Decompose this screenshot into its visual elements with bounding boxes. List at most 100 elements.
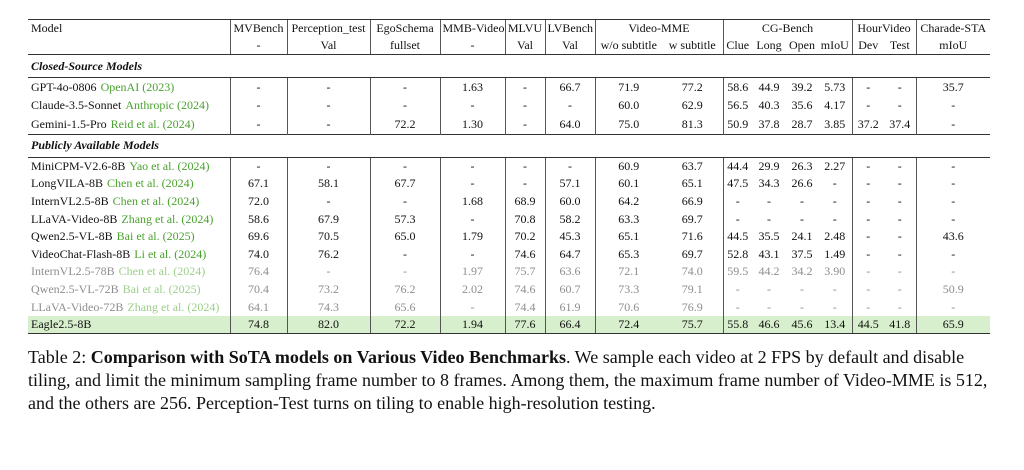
value-cell: - <box>229 77 287 97</box>
value-cell: 43.1 <box>758 246 780 261</box>
value-cell: 47.5 <box>722 175 752 193</box>
model-cell: Eagle2.5-8B <box>28 315 230 335</box>
citation[interactable]: Bai et al. (2025) <box>122 281 201 296</box>
value-cell: 40.3 <box>758 98 780 113</box>
value-cell: - <box>915 263 991 281</box>
model-name: LongVILA-8B <box>31 176 103 191</box>
value-cell: 58.2 <box>544 210 595 228</box>
value-cell: 70.8 <box>504 210 545 228</box>
value-cell: 44.5 <box>851 315 885 335</box>
value-cell: - <box>851 77 885 97</box>
citation[interactable]: Chen et al. (2024) <box>107 176 194 191</box>
value-cell: 60.9 <box>594 157 662 176</box>
value-cell: 76.2 <box>369 280 440 299</box>
value-cell: 64.7 <box>544 245 595 264</box>
value-cell: - <box>504 157 545 176</box>
subheader-cell: - <box>229 37 287 55</box>
value-cell: - <box>439 157 505 176</box>
value-cell: 57.3 <box>369 210 440 228</box>
group-header: EgoSchema <box>369 19 440 37</box>
value-cell: 74.4 <box>504 298 545 316</box>
value-cell: - <box>851 192 885 211</box>
model-name: MiniCPM-V2.6-8B <box>31 158 126 173</box>
value-cell: 76.9 <box>681 299 703 314</box>
model-row: GPT-4o-0806 OpenAI (2023) - - -1.63-66.7 71.9… <box>28 77 991 97</box>
value-cell: - <box>915 192 991 211</box>
model-row: LongVILA-8B Chen et al. (2024) 67.1 58.1 67.… <box>28 175 991 193</box>
model-name: LLaVA-Video-72B <box>31 299 124 314</box>
model-name: InternVL2.5-78B <box>31 264 115 279</box>
citation[interactable]: Zhang et al. (2024) <box>127 299 220 314</box>
citation[interactable]: Zhang et al. (2024) <box>121 211 214 226</box>
caption: Table 2: Comparison with SoTA models on … <box>28 346 998 415</box>
value-cell: - <box>504 96 545 115</box>
caption-title: Comparison with SoTA models on Various V… <box>90 347 566 367</box>
value-cell: 66.7 <box>544 77 595 97</box>
value-cell: - <box>897 193 902 208</box>
value-cell: - <box>800 211 804 226</box>
value-cell: 70.4 <box>229 280 287 299</box>
value-cell: 74.0 <box>229 245 287 264</box>
value-cell: 57.1 <box>544 175 595 193</box>
citation[interactable]: Anthropic (2024) <box>125 98 209 113</box>
value-cell: - <box>722 192 752 211</box>
section-row: Closed-Source Models <box>28 54 991 78</box>
value-cell: 64.2 <box>594 192 662 211</box>
value-cell: 77.2 <box>681 79 703 94</box>
value-cell: 79.1 <box>681 281 703 296</box>
value-cell: - <box>915 298 991 316</box>
value-cell: 81.3 <box>681 116 703 131</box>
value-cell: - <box>286 96 370 115</box>
value-cell: 35.7 <box>915 77 991 97</box>
value-cell: - <box>544 96 595 115</box>
value-cell: - <box>439 175 505 193</box>
value-cell: - <box>897 299 902 314</box>
value-cell: 61.9 <box>544 298 595 316</box>
citation[interactable]: OpenAI (2023) <box>100 79 175 94</box>
subheader-cell: mIoU <box>915 37 991 55</box>
value-cell: - <box>767 211 771 226</box>
value-cell: - <box>544 157 595 176</box>
citation[interactable]: Chen et al. (2024) <box>112 193 200 208</box>
value-cell: 1.97 <box>439 263 505 281</box>
value-cell: 41.8 <box>884 315 917 335</box>
value-cell: - <box>767 193 771 208</box>
value-cell: - <box>851 227 885 246</box>
value-cell: 72.0 <box>229 192 287 211</box>
citation[interactable]: Bai et al. (2025) <box>116 229 195 244</box>
value-cell: - <box>897 229 902 244</box>
value-cell: 1.30 <box>439 115 505 134</box>
model-cell: Qwen2.5-VL-8B Bai et al. (2025) <box>28 228 230 246</box>
value-cell: 71.9 <box>594 77 662 97</box>
value-cell: 67.9 <box>286 210 370 228</box>
model-row: Qwen2.5-VL-8B Bai et al. (2025) 69.6 70.5 65… <box>28 227 991 246</box>
subheader-cell: Test <box>884 37 917 55</box>
value-cell: - <box>439 298 505 316</box>
value-cell: 37.8 <box>758 116 780 131</box>
citation[interactable]: Li et al. (2024) <box>134 246 207 261</box>
citation[interactable]: Chen et al. (2024) <box>118 264 206 279</box>
value-cell: 74.6 <box>504 245 545 264</box>
caption-text: . We sample each video at 2 FPS by defau… <box>28 347 988 413</box>
value-cell: - <box>504 77 545 97</box>
subheader-cell: Long <box>752 37 786 55</box>
section-row: Publicly Available Models <box>28 133 991 158</box>
value-cell: 56.5 <box>722 96 752 115</box>
model-name: Eagle2.5-8B <box>31 317 92 332</box>
group-header: MVBench <box>229 19 287 37</box>
value-cell: 4.17 <box>824 98 846 113</box>
model-row: LLaVA-Video-8B Zhang et al. (2024) 58.6 67.… <box>28 210 991 228</box>
citation[interactable]: Yao et al. (2024) <box>129 158 210 173</box>
model-cell: VideoChat-Flash-8B Li et al. (2024) <box>28 245 230 263</box>
citation[interactable]: Reid et al. (2024) <box>110 116 195 131</box>
value-cell: - <box>722 280 752 299</box>
value-cell: - <box>832 176 837 191</box>
value-cell: - <box>439 210 505 228</box>
subheader-cell: Val <box>286 37 370 55</box>
value-cell: 52.8 <box>722 245 752 264</box>
value-cell: 74.3 <box>286 298 370 316</box>
value-cell: 34.2 <box>791 264 813 279</box>
value-cell: 71.6 <box>681 229 703 244</box>
value-cell: 26.3 <box>791 158 813 173</box>
value-cell: - <box>767 299 771 314</box>
